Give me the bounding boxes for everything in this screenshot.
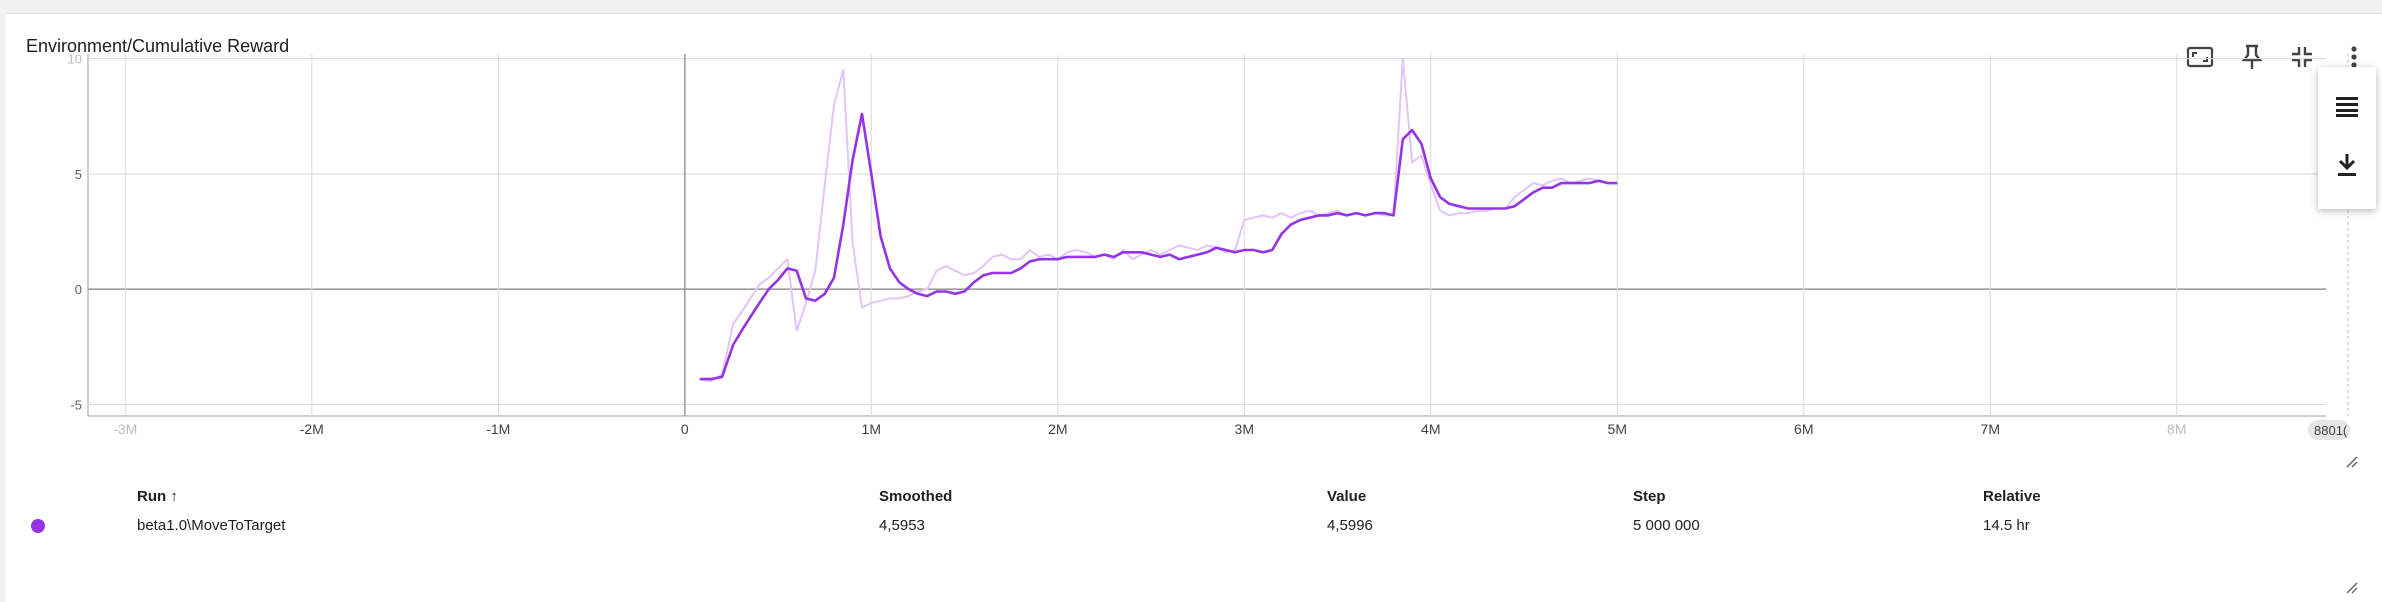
- x-tick-label: 8M: [2167, 421, 2186, 437]
- raw-value: 4,5996: [1327, 517, 1373, 534]
- table-rows-icon[interactable]: [2318, 79, 2376, 135]
- header-run[interactable]: Run ↑: [137, 488, 178, 505]
- x-tick-label: 4M: [1421, 421, 1440, 437]
- y-tick-label: 0: [75, 282, 82, 297]
- pin-icon[interactable]: [2230, 35, 2274, 79]
- x-max-label: 8801(: [2314, 423, 2348, 438]
- x-tick-label: 3M: [1235, 421, 1254, 437]
- x-max-badge: [2308, 420, 2350, 440]
- x-tick-label: 2M: [1048, 421, 1067, 437]
- smoothed-value: 4,5953: [879, 517, 925, 534]
- download-icon[interactable]: [2318, 137, 2376, 193]
- collapse-icon[interactable]: [2280, 35, 2324, 79]
- resize-handle-icon[interactable]: [2344, 580, 2358, 594]
- series-line-raw: [699, 57, 1618, 383]
- x-tick-label: -3M: [113, 421, 137, 437]
- line-chart: 10 5 0 -5 -3M -2M -1M 0 1M 2M 3M 4M 5M 6M 7M 8M 8801(: [68, 52, 2350, 440]
- x-tick-label: -1M: [486, 421, 510, 437]
- header-smoothed[interactable]: Smoothed: [879, 488, 953, 505]
- x-tick-label: -2M: [300, 421, 324, 437]
- header-step[interactable]: Step: [1633, 488, 1666, 505]
- y-tick-label: -5: [70, 397, 82, 412]
- run-name: beta1.0\MoveToTarget: [137, 517, 286, 534]
- x-tick-label: 5M: [1608, 421, 1627, 437]
- resize-handle-icon[interactable]: [2344, 454, 2358, 468]
- run-color-dot: [31, 519, 45, 533]
- more-vert-icon[interactable]: [2332, 35, 2376, 79]
- header-relative[interactable]: Relative: [1983, 488, 2041, 505]
- fullscreen-icon[interactable]: [2178, 35, 2222, 79]
- side-menu: [2318, 67, 2376, 209]
- y-tick-label: 10: [68, 52, 82, 67]
- x-tick-label: 1M: [862, 421, 881, 437]
- card-title: Environment/Cumulative Reward: [26, 36, 290, 56]
- x-tick-label: 6M: [1794, 421, 1813, 437]
- y-tick-label: 5: [75, 167, 82, 182]
- x-tick-label: 7M: [1981, 421, 2000, 437]
- series-line-smoothed: [699, 112, 1618, 381]
- header-value[interactable]: Value: [1327, 488, 1367, 505]
- x-tick-label: 0: [681, 421, 689, 437]
- scalar-card: Environment/Cumulative Reward 10 5 0 -5 -3M -…: [6, 13, 2382, 602]
- step-value: 5 000 000: [1633, 517, 1700, 534]
- relative-time: 14.5 hr: [1983, 517, 2030, 534]
